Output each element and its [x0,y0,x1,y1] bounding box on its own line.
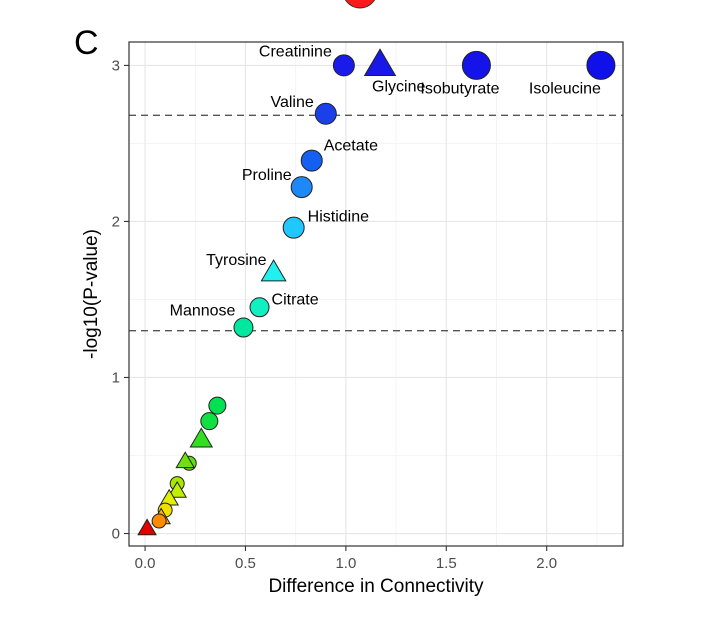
y-axis: 0 1 2 3 [112,57,129,543]
data-point [314,102,337,125]
data-point [233,317,254,338]
y-tick-label: 0 [112,526,120,543]
x-tick-label: 0.5 [235,555,256,572]
data-point-triangle [260,259,287,282]
data-point-triangle [363,48,397,76]
data-point [290,176,313,199]
point-label: Isoleucine [529,80,601,97]
data-point-triangle [137,518,157,536]
plot-border [128,41,624,547]
x-axis: 0.0 0.5 1.0 1.5 2.0 [135,546,557,572]
plot-background [129,42,623,546]
point-label: Acetate [324,138,378,155]
x-tick-label: 1.0 [335,555,356,572]
x-tick-label: 0.0 [135,555,156,572]
data-point [461,50,491,80]
data-point [282,216,305,239]
grid-minor [129,42,623,546]
data-point-triangle [175,451,196,469]
data-point [586,50,616,80]
x-tick-label: 2.0 [536,555,557,572]
y-tick-label: 3 [112,57,120,74]
grid-major [129,42,623,546]
data-point [300,149,323,172]
data-point [151,513,167,529]
data-point [249,297,270,318]
y-axis-title: -log10(P-value) [81,229,102,359]
reference-lines [129,114,623,332]
point-label: Glycine [372,78,425,95]
point-label: Mannose [170,303,236,320]
point-label: Tyrosine [206,252,267,269]
data-point [208,396,227,415]
data-point-triangle [167,480,188,498]
point-label: Histidine [308,209,369,226]
data-point-triangle [189,427,214,448]
point-label: Proline [242,167,292,184]
data-point [200,412,219,431]
x-tick-label: 1.5 [436,555,457,572]
markers [137,48,616,536]
point-label: Citrate [272,291,319,308]
data-point [332,54,355,77]
point-label: Isobutyrate [420,80,499,97]
x-axis-title: Difference in Connectivity [268,576,484,597]
panel-letter: C [74,24,99,62]
y-tick-label: 1 [112,369,120,386]
y-tick-label: 2 [112,213,120,230]
point-label: Creatinine [259,43,332,60]
point-label: Valine [270,94,313,111]
clipped-marker [344,0,376,9]
